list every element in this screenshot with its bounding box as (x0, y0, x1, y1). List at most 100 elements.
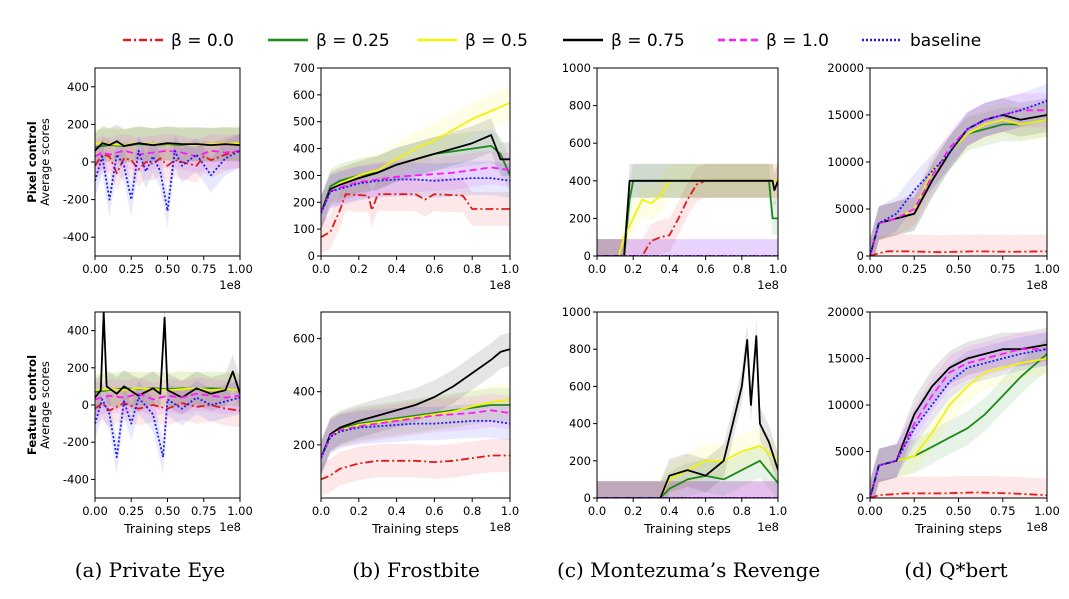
y-tick-label: 600 (569, 136, 591, 150)
x-offset-label: 1e8 (219, 278, 241, 292)
series-line-baseline (870, 100, 1047, 256)
band-0-75 (597, 319, 778, 498)
y-tick-label: 15000 (827, 108, 864, 122)
x-tick-label: 0.6 (696, 504, 714, 518)
series-line-0-0 (870, 250, 1047, 256)
axes-frame (596, 67, 779, 257)
caption-qbert: (d) Q*bert (904, 558, 1008, 582)
x-offset-label: 1e8 (1026, 278, 1048, 292)
legend-item-baseline: baseline (862, 31, 981, 51)
x-tick-label: 1.0 (501, 504, 519, 518)
y-tick-label: 200 (67, 361, 89, 375)
y-tick-label: 600 (293, 88, 315, 102)
band-0-25 (321, 388, 510, 475)
x-tick-label: 0.2 (350, 262, 368, 276)
y-tick-label: -400 (63, 230, 89, 244)
plot-area (95, 312, 240, 474)
x-tick-label: 0.0 (588, 504, 606, 518)
band-1-0 (870, 332, 1047, 498)
band-0-25 (597, 163, 778, 256)
row-label-ylabel: Average scores (38, 118, 52, 206)
y-tick-label: 20000 (827, 61, 864, 75)
x-tick-label: 0.4 (387, 262, 405, 276)
y-tick-label: 800 (569, 342, 591, 356)
band-0-25 (870, 102, 1047, 256)
x-offset-label: 1e8 (1026, 520, 1048, 534)
row-label-ylabel: Average scores (38, 361, 52, 449)
series-line-0-75 (597, 335, 778, 498)
x-tick-label: 0.75 (191, 504, 217, 518)
legend-item-0-0: β = 0.0 (123, 31, 234, 51)
x-tick-label: 0.50 (946, 262, 972, 276)
y-tick-label: 600 (293, 332, 315, 346)
series-line-0-0 (95, 149, 240, 175)
x-tick-label: 0.75 (990, 262, 1016, 276)
x-offset-label: 1e8 (757, 520, 779, 534)
x-tick-label: 0.8 (463, 504, 481, 518)
series-line-0-75 (321, 134, 510, 214)
y-tick-label: 400 (569, 174, 591, 188)
x-tick-label: 0.50 (155, 504, 181, 518)
x-tick-label: 0.8 (733, 504, 751, 518)
x-tick-label: 0.4 (387, 504, 405, 518)
series-line-1-0 (321, 409, 510, 459)
plot-area (870, 84, 1047, 256)
caption-montezuma: (c) Montezuma’s Revenge (557, 558, 821, 582)
y-tick-label: 0 (82, 398, 89, 412)
x-tick-label: 0.0 (588, 262, 606, 276)
x-tick-label: 0.4 (660, 262, 678, 276)
x-tick-label: 0.25 (118, 262, 144, 276)
band-baseline (870, 84, 1047, 256)
band-0-5 (321, 86, 510, 230)
axes-frame (320, 67, 511, 257)
x-tick-label: 0.50 (946, 504, 972, 518)
x-offset-label: 1e8 (489, 278, 511, 292)
panel-q-bert-feature-control: 0 5000 10000 15000 20000 0.00 0.25 0.50 0.75 1.00… (827, 305, 1059, 536)
y-tick-label: 200 (293, 195, 315, 209)
legend-label: β = 0.75 (611, 31, 685, 51)
y-tick-label: 400 (67, 80, 89, 94)
band-0-25 (321, 129, 510, 230)
x-tick-label: 0.6 (696, 262, 714, 276)
y-tick-label: 10000 (827, 398, 864, 412)
panel-montezuma-s-revenge-pixel-control: 0 200 400 600 800 1000 0.0 0.2 0.4 0.6 0.8 1.0 1e8 (562, 61, 787, 292)
plot-area (95, 124, 240, 228)
band-0-5 (870, 341, 1047, 498)
x-tick-label: 0.00 (857, 504, 883, 518)
y-tick-label: 200 (67, 117, 89, 131)
band-1-0 (597, 481, 778, 498)
y-tick-label: 400 (569, 417, 591, 431)
series-line-1-0 (95, 149, 240, 158)
series-line-0-75 (597, 179, 778, 256)
x-axis-label: Training steps (643, 521, 731, 536)
plot-area (597, 163, 778, 256)
y-tick-label: 10000 (827, 155, 864, 169)
row-label-title: Pixel control (25, 121, 39, 202)
x-axis-label: Training steps (371, 521, 459, 536)
panel-frostbite-pixel-control: 0 100 200 300 400 500 600 700 0.0 0.2 0.4 0.6 0.8 1.0… (293, 61, 519, 292)
x-tick-label: 0.4 (660, 504, 678, 518)
y-tick-label: 1000 (562, 305, 591, 319)
y-tick-label: 0 (857, 249, 864, 263)
panel-private-eye-feature-control: -400 -200 0 200 400 0.00 0.25 0.50 0.75 1.00 1e8 Tr… (63, 311, 253, 536)
band-0-0 (597, 481, 778, 498)
row-label-title: Feature control (25, 355, 39, 455)
band-0-5 (597, 429, 778, 498)
y-tick-label: 800 (569, 99, 591, 113)
legend-label: β = 0.25 (316, 31, 390, 51)
axes-frame (320, 311, 511, 499)
plot-area (321, 86, 510, 255)
panel-q-bert-pixel-control: 0 5000 10000 15000 20000 0.00 0.25 0.50 0.75 1.00… (827, 61, 1059, 292)
legend-item-0-75: β = 0.75 (563, 31, 685, 51)
series-line-0-0 (95, 402, 240, 412)
band-0-75 (597, 163, 778, 256)
series-line-0-0 (321, 454, 510, 481)
series-line-0-0 (597, 179, 778, 256)
x-tick-label: 0.2 (350, 504, 368, 518)
band-baseline (870, 332, 1047, 498)
y-tick-label: 300 (293, 168, 315, 182)
legend-label: β = 0.0 (171, 31, 234, 51)
x-offset-label: 1e8 (489, 520, 511, 534)
y-tick-label: -200 (63, 435, 89, 449)
x-tick-label: 0.0 (312, 504, 330, 518)
